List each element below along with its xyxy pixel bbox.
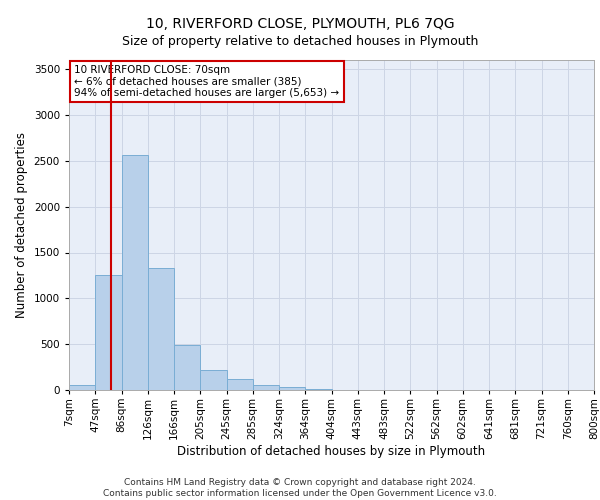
Bar xyxy=(174,345,200,390)
Bar xyxy=(227,379,253,390)
Bar xyxy=(95,276,121,390)
Text: 10, RIVERFORD CLOSE, PLYMOUTH, PL6 7QG: 10, RIVERFORD CLOSE, PLYMOUTH, PL6 7QG xyxy=(146,18,454,32)
Bar xyxy=(305,389,331,390)
X-axis label: Distribution of detached houses by size in Plymouth: Distribution of detached houses by size … xyxy=(178,444,485,458)
Bar xyxy=(121,156,148,390)
Bar xyxy=(69,385,95,390)
Text: Size of property relative to detached houses in Plymouth: Size of property relative to detached ho… xyxy=(122,35,478,48)
Text: 10 RIVERFORD CLOSE: 70sqm
← 6% of detached houses are smaller (385)
94% of semi-: 10 RIVERFORD CLOSE: 70sqm ← 6% of detach… xyxy=(74,65,340,98)
Bar xyxy=(253,385,279,390)
Bar xyxy=(148,268,174,390)
Text: Contains HM Land Registry data © Crown copyright and database right 2024.
Contai: Contains HM Land Registry data © Crown c… xyxy=(103,478,497,498)
Bar xyxy=(200,370,227,390)
Y-axis label: Number of detached properties: Number of detached properties xyxy=(15,132,28,318)
Bar xyxy=(279,387,305,390)
